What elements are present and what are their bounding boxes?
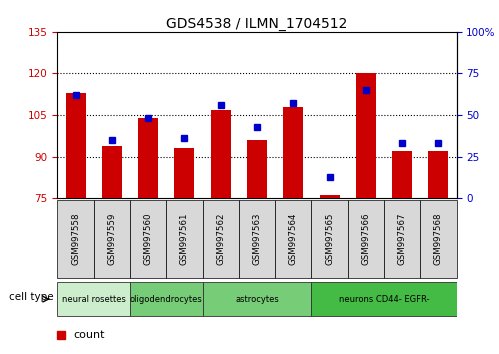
Bar — [203, 282, 311, 316]
Bar — [420, 200, 457, 278]
Bar — [102, 145, 122, 198]
Bar — [57, 200, 94, 278]
Bar — [311, 200, 348, 278]
Bar — [311, 282, 457, 316]
Bar — [203, 200, 239, 278]
Text: neurons CD44- EGFR-: neurons CD44- EGFR- — [339, 295, 429, 304]
Text: GSM997558: GSM997558 — [71, 213, 80, 265]
Text: GSM997564: GSM997564 — [289, 213, 298, 265]
Bar — [65, 93, 85, 198]
Text: GSM997559: GSM997559 — [107, 213, 116, 265]
Text: cell type: cell type — [9, 292, 54, 302]
Bar — [348, 200, 384, 278]
Text: oligodendrocytes: oligodendrocytes — [130, 295, 203, 304]
Text: GSM997565: GSM997565 — [325, 213, 334, 265]
Text: GSM997567: GSM997567 — [398, 213, 407, 265]
Bar — [130, 282, 203, 316]
Bar — [384, 200, 420, 278]
Bar — [175, 148, 195, 198]
Bar — [429, 151, 449, 198]
Text: GSM997563: GSM997563 — [252, 213, 261, 265]
Bar — [130, 200, 166, 278]
Bar — [94, 200, 130, 278]
Bar — [138, 118, 158, 198]
Bar — [166, 200, 203, 278]
Bar — [239, 200, 275, 278]
Text: neural rosettes: neural rosettes — [62, 295, 126, 304]
Title: GDS4538 / ILMN_1704512: GDS4538 / ILMN_1704512 — [166, 17, 348, 31]
Bar — [356, 74, 376, 198]
Text: GSM997561: GSM997561 — [180, 213, 189, 265]
Text: GSM997562: GSM997562 — [216, 213, 225, 265]
Text: count: count — [73, 330, 105, 341]
Text: GSM997560: GSM997560 — [144, 213, 153, 265]
Bar — [283, 107, 303, 198]
Bar — [392, 151, 412, 198]
Text: GSM997568: GSM997568 — [434, 213, 443, 265]
Text: astrocytes: astrocytes — [235, 295, 279, 304]
Bar — [57, 282, 130, 316]
Bar — [319, 195, 339, 198]
Bar — [275, 200, 311, 278]
Bar — [211, 109, 231, 198]
Bar — [247, 140, 267, 198]
Text: GSM997566: GSM997566 — [361, 213, 370, 265]
